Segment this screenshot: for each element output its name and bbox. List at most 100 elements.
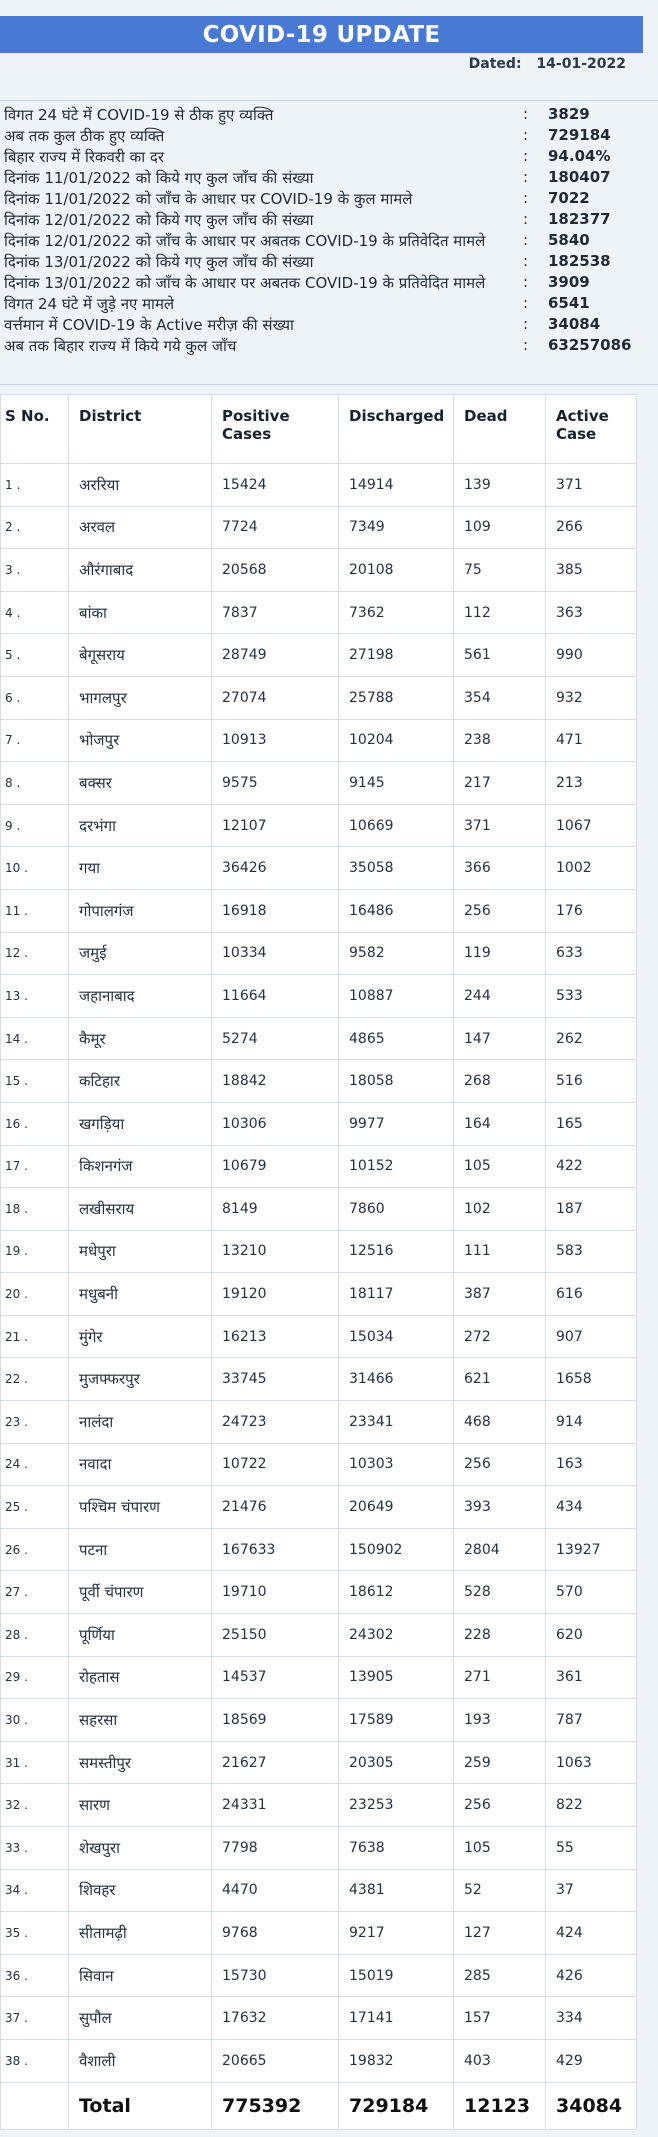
cell-sno: 37 . <box>0 1996 69 2040</box>
cell-sno: 26 . <box>0 1527 69 1572</box>
cell-active-case: 616 <box>545 1272 637 1316</box>
page-title: COVID-19 UPDATE <box>202 21 441 48</box>
cell-dead: 272 <box>453 1314 546 1359</box>
cell-dead: 256 <box>453 888 546 933</box>
cell-positive-cases: 33745 <box>211 1357 339 1402</box>
cell-sno: 25 . <box>0 1485 69 1529</box>
cell-active-case: 570 <box>545 1570 637 1615</box>
cell-sno: 12 . <box>0 931 69 976</box>
cell-dead: 2804 <box>453 1527 546 1572</box>
cell-sno: 35 . <box>0 1911 69 1955</box>
cell-active-case: 361 <box>545 1655 637 1700</box>
cell-active-case: 633 <box>545 931 637 976</box>
cell-district: बांका <box>68 590 212 635</box>
cell-active-case: 620 <box>545 1613 637 1657</box>
cell-district: सहरसा <box>68 1698 212 1742</box>
cell-active-case: 1067 <box>545 803 637 848</box>
cell-district: पश्चिम चंपारण <box>68 1485 212 1529</box>
header-positive-line2: Cases <box>222 425 272 443</box>
cell-active-case: 163 <box>545 1442 637 1487</box>
cell-positive-cases: 9575 <box>211 761 339 805</box>
table-row: 1 . अररिया 15424 14914 139 371 <box>0 463 637 507</box>
cell-district: भागलपुर <box>68 675 212 720</box>
summary-row: विगत 24 घंटे में COVID-19 से ठीक हुए व्य… <box>0 105 658 126</box>
cell-positive-cases: 7837 <box>211 590 339 635</box>
cell-discharged: 19832 <box>338 2038 454 2083</box>
cell-district: मधेपुरा <box>68 1229 212 1274</box>
summary-row: दिनांक 11/01/2022 को जाँच के आधार पर COV… <box>0 189 658 210</box>
cell-district: जहानाबाद <box>68 974 212 1018</box>
cell-dead: 285 <box>453 1953 546 1998</box>
cell-dead: 157 <box>453 1996 546 2040</box>
cell-discharged: 9145 <box>338 761 454 805</box>
summary-value: 5840 <box>548 231 590 249</box>
cell-dead: 139 <box>453 463 546 507</box>
cell-dead: 256 <box>453 1783 546 1827</box>
summary-row: अब तक कुल ठीक हुए व्यक्ति: 729184 <box>0 126 658 147</box>
cell-dead: 193 <box>453 1698 546 1742</box>
summary-colon: : <box>523 231 529 249</box>
summary-colon: : <box>523 315 529 333</box>
total-cell-positive-cases: 775392 <box>211 2081 339 2130</box>
cell-district: सुपौल <box>68 1996 212 2040</box>
cell-positive-cases: 10679 <box>211 1144 339 1189</box>
cell-sno: 5 . <box>0 633 69 677</box>
cell-active-case: 822 <box>545 1783 637 1827</box>
cell-positive-cases: 19710 <box>211 1570 339 1615</box>
cell-district: पूर्वी चंपारण <box>68 1570 212 1615</box>
cell-dead: 621 <box>453 1357 546 1402</box>
cell-active-case: 187 <box>545 1187 637 1231</box>
cell-dead: 468 <box>453 1400 546 1444</box>
summary-colon: : <box>523 189 529 207</box>
summary-row: बिहार राज्य में रिकवरी का दर: 94.04% <box>0 147 658 168</box>
cell-active-case: 165 <box>545 1101 637 1146</box>
cell-active-case: 471 <box>545 718 637 763</box>
cell-discharged: 10669 <box>338 803 454 848</box>
cell-sno: 9 . <box>0 803 69 848</box>
table-row: 34 . शिवहर 4470 4381 52 37 <box>0 1868 637 1913</box>
table-row: 18 . लखीसराय 8149 7860 102 187 <box>0 1187 637 1231</box>
cell-active-case: 385 <box>545 548 637 592</box>
table-row: 37 . सुपौल 17632 17141 157 334 <box>0 1996 637 2040</box>
header-district: District <box>68 394 212 464</box>
cell-active-case: 266 <box>545 505 637 550</box>
cell-discharged: 10303 <box>338 1442 454 1487</box>
summary-value: 6541 <box>548 294 590 312</box>
cell-sno: 20 . <box>0 1272 69 1316</box>
cell-active-case: 787 <box>545 1698 637 1742</box>
summary-value: 3909 <box>548 273 590 291</box>
summary-value: 63257086 <box>548 336 632 354</box>
cell-dead: 52 <box>453 1868 546 1913</box>
cell-sno: 17 . <box>0 1144 69 1189</box>
summary-label: दिनांक 12/01/2022 को किये गए कुल जाँच की… <box>4 211 314 229</box>
cell-sno: 29 . <box>0 1655 69 1700</box>
cell-district: मधुबनी <box>68 1272 212 1316</box>
cell-active-case: 907 <box>545 1314 637 1359</box>
summary-row: दिनांक 12/01/2022 को जाँच के आधार पर अबत… <box>0 231 658 252</box>
total-label: Total <box>68 2081 212 2130</box>
cell-district: वैशाली <box>68 2038 212 2083</box>
table-row: 6 . भागलपुर 27074 25788 354 932 <box>0 675 637 720</box>
cell-positive-cases: 10334 <box>211 931 339 976</box>
cell-dead: 371 <box>453 803 546 848</box>
cell-district: मुजफ्फरपुर <box>68 1357 212 1402</box>
cell-discharged: 150902 <box>338 1527 454 1572</box>
table-row: 9 . दरभंगा 12107 10669 371 1067 <box>0 803 637 848</box>
cell-sno: 31 . <box>0 1740 69 1785</box>
summary-label: वर्त्तमान में COVID-19 के Active मरीज़ क… <box>4 316 294 334</box>
table-row: 36 . सिवान 15730 15019 285 426 <box>0 1953 637 1998</box>
cell-sno: 30 . <box>0 1698 69 1742</box>
cell-active-case: 213 <box>545 761 637 805</box>
cell-district: गोपालगंज <box>68 888 212 933</box>
cell-dead: 244 <box>453 974 546 1018</box>
cell-positive-cases: 20665 <box>211 2038 339 2083</box>
cell-dead: 147 <box>453 1016 546 1061</box>
cell-discharged: 23341 <box>338 1400 454 1444</box>
header-discharged: Discharged <box>338 394 454 464</box>
table-row: 3 . औरंगाबाद 20568 20108 75 385 <box>0 548 637 592</box>
cell-district: सारण <box>68 1783 212 1827</box>
cell-sno: 13 . <box>0 974 69 1018</box>
cell-discharged: 18612 <box>338 1570 454 1615</box>
cell-active-case: 533 <box>545 974 637 1018</box>
summary-label: विगत 24 घंटे में COVID-19 से ठीक हुए व्य… <box>4 106 274 124</box>
